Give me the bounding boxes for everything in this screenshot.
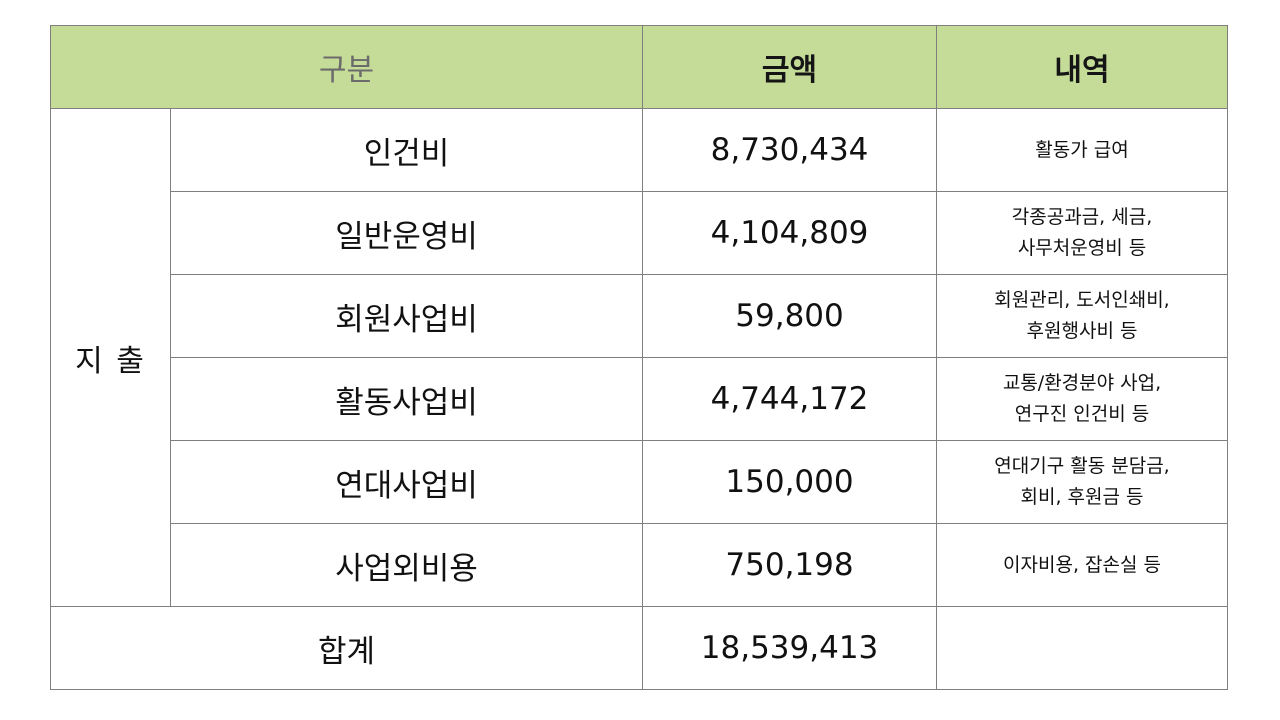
group-label-expense: 지 출 — [50, 108, 171, 607]
table-row: 지 출 인건비 8,730,434 활동가 급여 — [50, 108, 1229, 607]
table-row: 사업외비용 750,198 이자비용, 잡손실 등 — [51, 523, 1229, 607]
detail-line: 이자비용, 잡손실 등 — [1003, 553, 1161, 576]
item-name: 연대사업비 — [169, 440, 644, 524]
detail-line: 교통/환경분야 사업, — [1002, 372, 1162, 394]
header-amount: 금액 — [642, 25, 938, 109]
table-row: 연대사업비 150,000 연대기구 활동 분담금, 회비, 후원금 등 — [51, 440, 1229, 524]
total-label: 합계 — [49, 606, 644, 690]
header-details: 내역 — [936, 25, 1229, 109]
item-details: 교통/환경분야 사업, 연구진 인건비 등 — [936, 357, 1229, 441]
detail-line: 활동가 급여 — [1035, 138, 1129, 161]
item-name: 인건비 — [169, 108, 644, 192]
detail-line: 연구진 인건비 등 — [1014, 403, 1150, 425]
item-name: 활동사업비 — [169, 357, 644, 441]
total-row: 합계 18,539,413 — [49, 606, 1229, 690]
detail-line: 회원관리, 도서인쇄비, — [994, 289, 1170, 311]
item-details: 회원관리, 도서인쇄비, 후원행사비 등 — [936, 274, 1229, 358]
item-details: 연대기구 활동 분담금, 회비, 후원금 등 — [936, 440, 1229, 524]
header-category: 구분 — [49, 25, 644, 109]
detail-line: 회비, 후원금 등 — [1020, 486, 1144, 508]
item-details: 활동가 급여 — [936, 108, 1229, 192]
detail-line: 연대기구 활동 분담금, — [994, 455, 1170, 477]
item-amount: 4,744,172 — [642, 357, 938, 441]
item-amount: 750,198 — [642, 523, 938, 607]
item-amount: 4,104,809 — [642, 191, 938, 275]
item-amount: 150,000 — [642, 440, 938, 524]
item-details: 각종공과금, 세금, 사무처운영비 등 — [936, 191, 1229, 275]
detail-line: 각종공과금, 세금, — [1011, 206, 1153, 228]
total-amount: 18,539,413 — [642, 606, 938, 690]
expense-table: 구분 금액 내역 지 출 인건비 8,730,434 활동가 급여 일반운영비 … — [49, 25, 1229, 690]
table-header-row: 구분 금액 내역 — [49, 25, 1229, 109]
item-details: 이자비용, 잡손실 등 — [936, 523, 1229, 607]
item-name: 일반운영비 — [169, 191, 644, 275]
table-row: 일반운영비 4,104,809 각종공과금, 세금, 사무처운영비 등 — [51, 191, 1229, 275]
total-details — [936, 606, 1229, 690]
detail-line: 사무처운영비 등 — [1017, 237, 1147, 259]
item-name: 사업외비용 — [169, 523, 644, 607]
table-row: 활동사업비 4,744,172 교통/환경분야 사업, 연구진 인건비 등 — [51, 357, 1229, 441]
item-name: 회원사업비 — [169, 274, 644, 358]
detail-line: 후원행사비 등 — [1026, 320, 1138, 342]
item-amount: 59,800 — [642, 274, 938, 358]
table-row: 회원사업비 59,800 회원관리, 도서인쇄비, 후원행사비 등 — [51, 274, 1229, 358]
item-amount: 8,730,434 — [642, 108, 938, 192]
